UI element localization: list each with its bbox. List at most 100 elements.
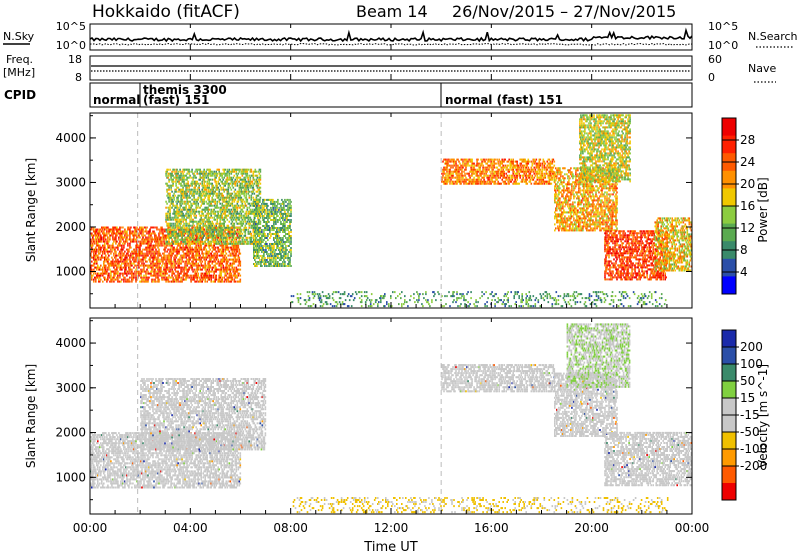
power-cell-2 — [262, 235, 264, 237]
power-cell-0 — [159, 252, 161, 255]
power-cell-0 — [199, 248, 201, 251]
power-cell-1 — [174, 232, 176, 235]
power-cell-0 — [114, 264, 116, 267]
power-cell-0 — [235, 232, 238, 235]
power-cell-1 — [251, 190, 254, 193]
power-cell-0 — [116, 260, 118, 263]
power-cell-2 — [270, 253, 272, 255]
power-cell-1 — [233, 216, 236, 219]
power-cell-1 — [169, 168, 171, 171]
power-cell-1 — [244, 196, 247, 199]
power-cell-1 — [206, 174, 208, 177]
power-cell-1 — [259, 192, 262, 195]
power-cell-0 — [185, 276, 187, 279]
power-cell-0 — [236, 246, 239, 249]
power-cell-1 — [238, 176, 241, 179]
power-cell-0 — [208, 262, 210, 265]
power-cell-0 — [142, 268, 144, 271]
power-cell-0 — [126, 272, 128, 275]
power-cell-1 — [176, 212, 178, 215]
power-cell-0 — [232, 252, 235, 255]
power-cell-1 — [213, 212, 215, 215]
power-cell-0 — [124, 264, 126, 267]
power-cell-1 — [185, 186, 187, 189]
power-cell-0 — [117, 258, 119, 261]
power-cell-2 — [254, 259, 256, 261]
power-cell-1 — [217, 232, 219, 235]
power-cell-1 — [170, 234, 172, 237]
power-cell-2 — [265, 249, 267, 251]
power-cell-0 — [175, 262, 177, 265]
power-cell-1 — [221, 230, 223, 233]
power-cell-2 — [270, 235, 272, 237]
power-cell-2 — [262, 200, 264, 203]
power-cell-0 — [205, 250, 207, 253]
power-cell-1 — [230, 216, 233, 219]
power-cell-0 — [135, 276, 137, 279]
power-cell-1 — [236, 222, 239, 225]
power-cell-0 — [174, 260, 176, 263]
power-cell-0 — [107, 236, 109, 239]
power-cell-1 — [196, 238, 198, 241]
power-cell-1 — [174, 188, 176, 191]
power-cell-0 — [103, 250, 105, 253]
power-cell-0 — [139, 258, 141, 261]
power-cell-2 — [272, 206, 274, 209]
power-cell-1 — [181, 236, 183, 239]
power-cell-0 — [153, 256, 155, 259]
power-cell-0 — [195, 272, 197, 275]
power-cell-0 — [146, 280, 148, 283]
power-cell-0 — [117, 270, 119, 273]
power-cell-1 — [220, 232, 222, 235]
power-cell-0 — [224, 228, 226, 231]
power-cell-1 — [176, 224, 178, 227]
power-cell-1 — [206, 226, 208, 229]
power-cell-0 — [104, 228, 106, 231]
power-cell-0 — [112, 238, 114, 241]
power-cell-1 — [169, 208, 171, 211]
power-cell-0 — [155, 266, 157, 269]
power-cell-1 — [184, 168, 186, 171]
power-cell-2 — [274, 263, 276, 265]
power-cell-0 — [131, 268, 133, 271]
power-cell-0 — [96, 250, 98, 253]
power-cell-1 — [177, 180, 179, 183]
power-cell-2 — [280, 212, 282, 215]
power-cell-1 — [192, 176, 194, 179]
power-cell-1 — [217, 226, 219, 229]
power-cell-1 — [227, 184, 230, 187]
power-cell-0 — [100, 264, 102, 267]
power-cell-1 — [211, 174, 213, 177]
power-cell-1 — [204, 214, 206, 217]
power-cell-0 — [168, 244, 170, 247]
power-cell-1 — [222, 238, 224, 241]
power-cell-0 — [229, 232, 232, 235]
power-cell-0 — [192, 264, 194, 267]
power-cell-1 — [198, 188, 200, 191]
power-cell-2 — [284, 208, 286, 211]
power-cell-0 — [234, 254, 237, 257]
power-cell-0 — [164, 278, 166, 281]
power-cell-2 — [278, 229, 280, 231]
power-cell-0 — [96, 228, 98, 231]
power-cell-1 — [246, 184, 249, 187]
power-cell-0 — [209, 248, 211, 251]
power-cell-1 — [215, 188, 217, 191]
power-cell-2 — [281, 206, 283, 209]
power-cell-1 — [177, 220, 179, 223]
power-cell-1 — [174, 214, 176, 217]
power-cell-0 — [132, 238, 134, 241]
power-cell-1 — [233, 182, 236, 185]
power-cell-0 — [225, 262, 228, 265]
power-cell-0 — [158, 228, 160, 231]
power-cell-0 — [201, 268, 203, 271]
power-cell-0 — [146, 268, 148, 271]
power-cell-1 — [250, 174, 253, 177]
power-cell-1 — [233, 228, 236, 231]
power-cell-1 — [231, 198, 234, 201]
power-cell-1 — [176, 220, 178, 223]
power-cell-1 — [185, 178, 187, 181]
power-cell-0 — [225, 240, 228, 243]
power-cell-1 — [215, 206, 217, 209]
power-cell-0 — [90, 240, 92, 243]
